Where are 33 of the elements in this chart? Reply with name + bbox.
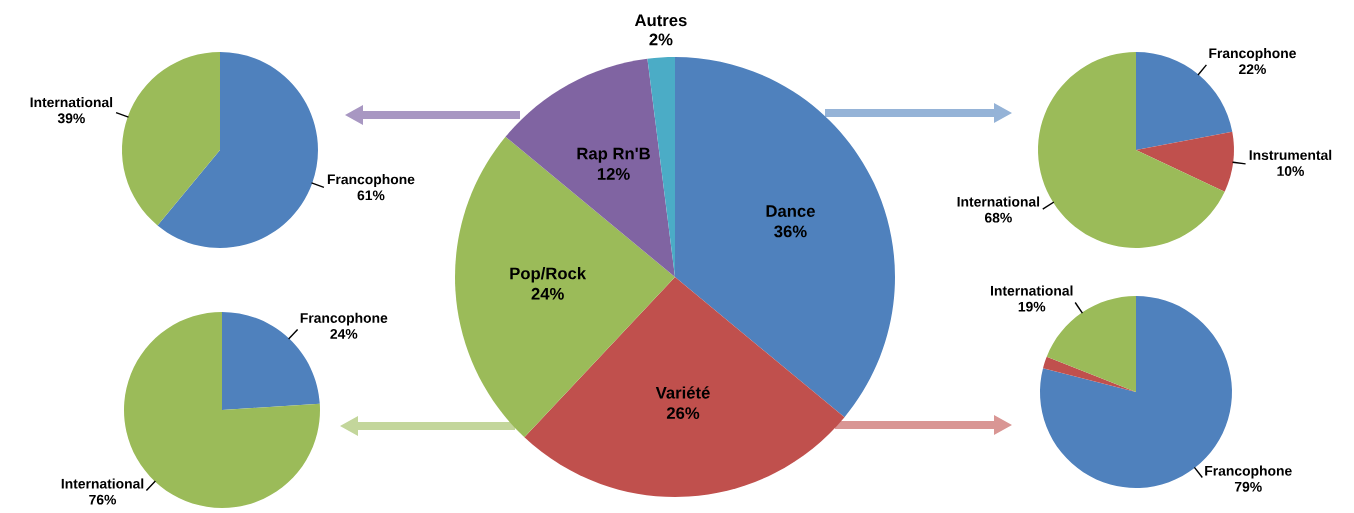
data-label: 26% [666, 407, 700, 420]
pie-slice [1046, 296, 1136, 392]
data-label: 76% [89, 494, 117, 505]
data-label: 24% [330, 329, 358, 339]
slice-label: International [61, 478, 144, 489]
data-label: 22% [1239, 64, 1266, 75]
data-label: 61% [357, 190, 385, 201]
pie-slice [1136, 131, 1234, 192]
data-label: 2% [649, 33, 673, 46]
slice-label: Variété [655, 386, 710, 399]
pie-slice [1043, 356, 1136, 392]
slice-label: International [991, 285, 1073, 296]
slice-label: Francophone [300, 312, 388, 326]
slice-label: Pop/Rock [510, 267, 587, 283]
slice-label: Instrumental [1249, 149, 1332, 160]
data-label: 36% [774, 225, 807, 238]
slice-label: Francophone [1205, 465, 1292, 479]
slice-label: Autres [634, 14, 687, 27]
data-label: 39% [57, 113, 85, 124]
data-label: 24% [531, 287, 564, 300]
pie-slice [157, 52, 318, 248]
slice-label: Francophone [1209, 47, 1296, 61]
data-label: 12% [597, 168, 630, 180]
slice-label: Francophone [327, 174, 415, 187]
slice-label: International [30, 97, 113, 108]
slice-label: Rap Rn'B [577, 147, 650, 163]
pie-slice [122, 52, 220, 226]
data-label: 10% [1277, 166, 1304, 176]
data-label: 19% [1018, 301, 1046, 312]
data-label: 79% [1234, 481, 1262, 492]
slice-label: International [957, 196, 1040, 207]
slice-label: Dance [766, 205, 815, 217]
data-label: 68% [984, 212, 1012, 223]
